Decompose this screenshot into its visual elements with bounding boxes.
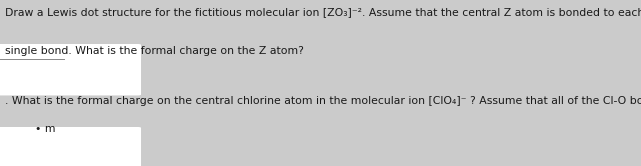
FancyBboxPatch shape <box>0 44 141 95</box>
Text: • m: • m <box>35 124 56 134</box>
Text: . What is the formal charge on the central chlorine atom in the molecular ion [C: . What is the formal charge on the centr… <box>5 96 641 106</box>
Text: single bond. What is the formal charge on the Z atom?: single bond. What is the formal charge o… <box>5 46 304 56</box>
FancyBboxPatch shape <box>0 127 141 166</box>
Text: Draw a Lewis dot structure for the fictitious molecular ion [ZO₃]⁻². Assume that: Draw a Lewis dot structure for the ficti… <box>5 8 641 18</box>
